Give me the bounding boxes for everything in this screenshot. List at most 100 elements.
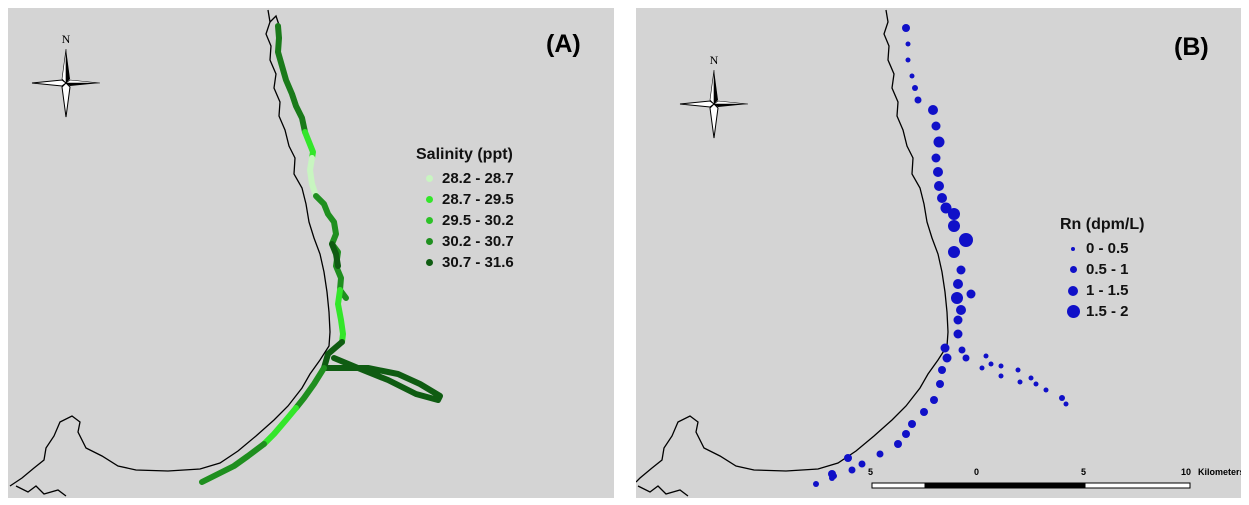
radon-station: [848, 466, 856, 474]
legend-label: 0.5 - 1: [1086, 261, 1129, 278]
legend-symbol: [1060, 305, 1086, 318]
scale-units: Kilometers: [1198, 467, 1241, 477]
legend-swatch: [416, 196, 442, 203]
radon-station: [1059, 395, 1065, 401]
radon-station: [940, 343, 950, 353]
legend-item: 1 - 1.5: [1060, 280, 1144, 301]
legend-item: 30.7 - 31.6: [416, 252, 514, 273]
legend-item: 29.5 - 30.2: [416, 210, 514, 231]
radon-station: [1028, 375, 1034, 381]
radon-station: [934, 181, 944, 191]
radon-station: [1033, 381, 1039, 387]
radon-station: [909, 73, 915, 79]
radon-station: [940, 202, 952, 214]
legend-item: 0.5 - 1: [1060, 259, 1144, 280]
radon-station: [958, 346, 966, 354]
legend-swatch: [416, 238, 442, 245]
radon-station: [959, 233, 973, 247]
radon-station: [831, 473, 837, 479]
north-arrow: N: [679, 53, 749, 139]
radon-station: [813, 481, 819, 487]
legend-item: 30.2 - 30.7: [416, 231, 514, 252]
salinity-legend: Salinity (ppt) 28.2 - 28.7 28.7 - 29.5 29.…: [416, 146, 514, 273]
legend-title: Salinity (ppt): [416, 146, 513, 163]
north-label: N: [62, 32, 71, 46]
legend-label: 1 - 1.5: [1086, 282, 1129, 299]
radon-station: [938, 366, 946, 374]
radon-station: [953, 329, 963, 339]
radon-station: [998, 373, 1004, 379]
radon-station: [953, 279, 963, 289]
coastline: [636, 9, 949, 497]
radon-station: [988, 361, 994, 367]
radon-station: [998, 363, 1004, 369]
legend-label: 0 - 0.5: [1086, 240, 1129, 257]
panel-label-a: (A): [546, 30, 581, 58]
radon-station: [931, 153, 941, 163]
legend-label: 29.5 - 30.2: [442, 212, 514, 229]
radon-station: [942, 353, 952, 363]
radon-station: [902, 430, 910, 438]
radon-legend: Rn (dpm/L) 0 - 0.5 0.5 - 1 1 - 1.5 1.5 - 2: [1060, 216, 1144, 322]
radon-station: [894, 440, 902, 448]
radon-station: [1063, 401, 1069, 407]
legend-title: Rn (dpm/L): [1060, 216, 1145, 233]
legend-item: 0 - 0.5: [1060, 238, 1144, 259]
scale-tick-label: 5: [868, 467, 874, 477]
legend-label: 28.2 - 28.7: [442, 170, 514, 187]
north-label: N: [710, 53, 719, 67]
legend-symbol: [1060, 285, 1086, 296]
radon-station: [905, 41, 911, 47]
north-arrow: N: [31, 32, 101, 118]
radon-station: [948, 246, 960, 258]
radon-station: [979, 365, 985, 371]
radon-station: [844, 454, 852, 462]
radon-station: [902, 24, 910, 32]
radon-station: [937, 193, 947, 203]
radon-station: [936, 380, 944, 388]
scale-tick-label: 0: [974, 467, 980, 477]
radon-station: [933, 136, 945, 148]
radon-station: [858, 460, 866, 468]
radon-station: [914, 96, 922, 104]
legend-symbol: [1060, 266, 1086, 273]
salinity-track: [199, 23, 443, 485]
radon-station: [931, 121, 941, 131]
radon-station: [933, 167, 943, 177]
legend-item: 1.5 - 2: [1060, 301, 1144, 322]
radon-station: [951, 292, 963, 304]
radon-station: [956, 265, 966, 275]
radon-station: [948, 208, 960, 220]
radon-station: [930, 396, 938, 404]
map-panel-a: N (A) Salinity (ppt) 28.2 - 28.7 28.7 - 2…: [8, 8, 614, 498]
radon-station: [948, 220, 960, 232]
radon-station: [1017, 379, 1023, 385]
scale-tick-label: 10: [1181, 467, 1192, 477]
legend-swatch: [416, 175, 442, 182]
legend-symbol: [1060, 246, 1086, 251]
legend-label: 28.7 - 29.5: [442, 191, 514, 208]
map-canvas-b: N: [636, 9, 1191, 497]
legend-swatch: [416, 259, 442, 266]
legend-label: 30.2 - 30.7: [442, 233, 514, 250]
radon-station: [928, 105, 938, 115]
radon-station: [1043, 387, 1049, 393]
map-panel-b: N (B) Rn (dpm/L) 0 - 0.5 0.5 - 1 1 - 1.5 1.…: [636, 8, 1241, 498]
panel-label-b: (B): [1174, 33, 1209, 61]
radon-station: [956, 305, 966, 315]
map-canvas-a: N: [9, 9, 443, 497]
legend-item: 28.7 - 29.5: [416, 189, 514, 210]
radon-station: [962, 354, 970, 362]
radon-station: [983, 353, 989, 359]
radon-station: [908, 420, 916, 428]
radon-station: [912, 85, 918, 91]
legend-label: 30.7 - 31.6: [442, 254, 514, 271]
radon-station: [876, 450, 884, 458]
radon-station: [953, 315, 963, 325]
legend-item: 28.2 - 28.7: [416, 168, 514, 189]
radon-station: [905, 57, 911, 63]
scale-tick-label: 5: [1081, 467, 1087, 477]
radon-station: [920, 408, 928, 416]
legend-swatch: [416, 217, 442, 224]
radon-station: [966, 289, 976, 299]
